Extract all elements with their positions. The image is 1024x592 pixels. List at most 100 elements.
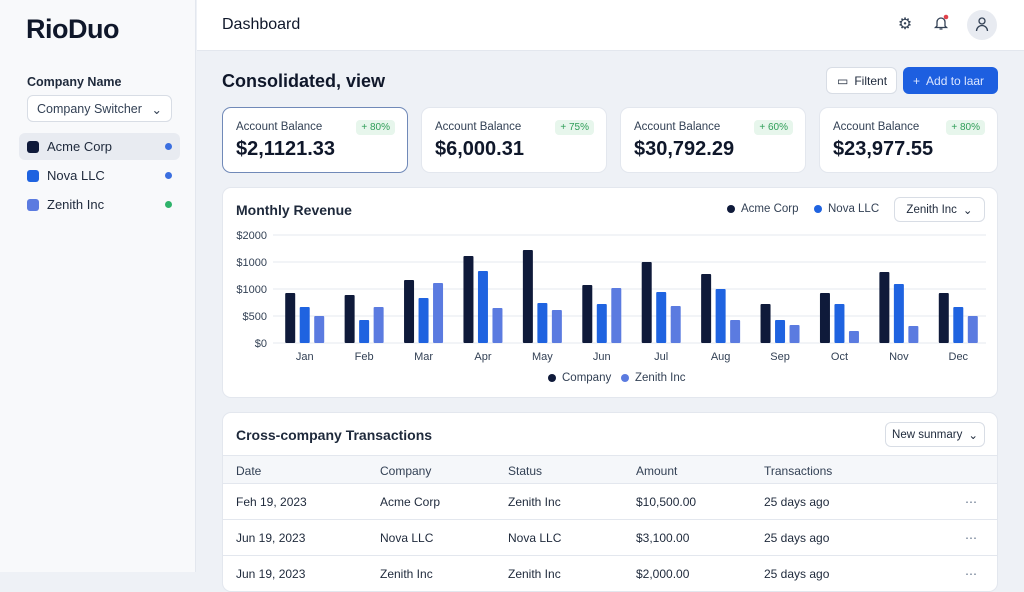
logo: RioDuo — [26, 14, 119, 44]
status-dot-icon — [165, 143, 172, 150]
summary-select[interactable]: New sunmary ⌄ — [885, 422, 985, 447]
sidebar-item-company[interactable]: Acme Corp — [19, 133, 180, 160]
table-cell: 25 days ago — [764, 531, 830, 545]
user-avatar[interactable] — [967, 10, 997, 40]
bar — [492, 308, 503, 343]
bar — [537, 302, 548, 343]
bar — [938, 292, 949, 343]
kpi-value: $23,977.55 — [833, 138, 934, 160]
kpi-card[interactable]: Account Balance + 75% $6,000.31 — [421, 107, 607, 173]
table-cell: Jun 19, 2023 — [236, 567, 306, 581]
bar — [596, 304, 607, 343]
column-header[interactable]: Status — [508, 464, 543, 478]
bar — [314, 316, 325, 343]
company-color-icon — [27, 140, 39, 153]
revenue-chart: $0 $500 $1000 $1000 $2000 Jan Feb Mar Apr May Jun J… — [236, 230, 986, 363]
table-cell: Zenith Inc — [508, 495, 561, 509]
bar — [730, 319, 741, 343]
legend-bottom-zenith: Zenith Inc — [621, 372, 686, 384]
table-cell: 25 days ago — [764, 567, 830, 581]
bar — [641, 262, 652, 343]
company-switcher-value: Company Switcher — [37, 102, 142, 116]
add-label: Add to laar — [926, 73, 985, 88]
kpi-value: $30,792.29 — [634, 138, 735, 160]
x-tick-label: Dec — [949, 351, 969, 363]
add-button[interactable]: + Add to laar — [903, 67, 998, 94]
bar — [285, 292, 296, 343]
transactions-card: Cross-company Transactions New sunmary ⌄ … — [222, 412, 998, 592]
kpi-card[interactable]: Account Balance + 80% $2,1121.33 — [222, 107, 408, 173]
bar — [775, 319, 786, 343]
column-header[interactable]: Amount — [636, 464, 678, 478]
filter-label: Filtent — [854, 73, 888, 88]
legend-top-acme: Acme Corp — [727, 203, 799, 215]
bar — [582, 285, 593, 343]
legend-top-nova: Nova LLC — [814, 203, 879, 215]
more-actions-icon[interactable]: ⋯ — [965, 567, 977, 581]
column-header[interactable]: Company — [380, 464, 432, 478]
column-header[interactable]: Transactions — [764, 464, 833, 478]
bar — [908, 325, 919, 343]
table-cell: Acme Corp — [380, 495, 441, 509]
x-tick-label: Jun — [593, 351, 611, 363]
company-name: Acme Corp — [47, 139, 113, 154]
bar — [656, 292, 667, 343]
bar — [522, 250, 533, 343]
y-tick-label: $500 — [243, 311, 267, 323]
x-tick-label: Jan — [296, 351, 314, 363]
company-filter-select[interactable]: Zenith Inc ⌄ — [894, 197, 985, 222]
bell-icon[interactable] — [930, 14, 952, 36]
x-tick-label: May — [532, 351, 553, 363]
more-actions-icon[interactable]: ⋯ — [965, 531, 977, 545]
table-cell: Zenith Inc — [508, 567, 561, 581]
table-cell: Zenith Inc — [380, 567, 433, 581]
bar — [879, 271, 890, 343]
kpi-label: Account Balance — [833, 121, 920, 133]
table-cell: Feh 19, 2023 — [236, 495, 307, 509]
sidebar-item-company[interactable]: Nova LLC — [19, 162, 180, 189]
sidebar-item-company[interactable]: Zenith Inc — [19, 191, 180, 218]
bar — [670, 306, 681, 343]
bar — [967, 316, 978, 343]
transactions-title: Cross-company Transactions — [236, 427, 433, 443]
company-name-label: Company Name — [27, 75, 122, 89]
bar — [953, 306, 964, 343]
y-tick-label: $1000 — [236, 284, 267, 296]
chevron-down-icon: ⌄ — [962, 204, 973, 217]
gear-icon[interactable]: ⚙ — [897, 16, 913, 33]
bar — [611, 287, 622, 343]
filter-button[interactable]: ▭ Filtent — [826, 67, 897, 94]
more-actions-icon[interactable]: ⋯ — [965, 495, 977, 509]
kpi-badge: + 80% — [946, 120, 985, 135]
company-color-icon — [27, 198, 39, 211]
kpi-card[interactable]: Account Balance + 80% $23,977.55 — [819, 107, 998, 173]
bar — [373, 306, 384, 343]
y-tick-label: $2000 — [236, 230, 267, 242]
company-name: Zenith Inc — [47, 197, 105, 212]
x-tick-label: Sep — [770, 351, 790, 363]
company-switcher[interactable]: Company Switcher ⌄ — [27, 95, 172, 122]
table-row[interactable]: Feh 19, 2023 Acme Corp Zenith Inc $10,500.0… — [223, 484, 997, 520]
bar — [344, 294, 355, 343]
sidebar: RioDuo Company Name Company Switcher ⌄ Ac… — [0, 0, 196, 572]
company-color-icon — [27, 169, 39, 182]
table-cell: $3,100.00 — [636, 531, 690, 545]
x-tick-label: Nov — [889, 351, 909, 363]
table-cell: Nova LLC — [380, 531, 434, 545]
kpi-card[interactable]: Account Balance + 60% $30,792.29 — [620, 107, 806, 173]
kpi-label: Account Balance — [634, 121, 721, 133]
table-row[interactable]: Jun 19, 2023 Zenith Inc Zenith Inc $2,000.0… — [223, 556, 997, 591]
bar — [477, 271, 488, 343]
bar — [551, 310, 562, 343]
status-dot-icon — [165, 172, 172, 179]
x-tick-label: Mar — [414, 351, 433, 363]
bar — [299, 306, 310, 343]
top-header: Dashboard ⚙ — [197, 0, 1024, 51]
kpi-value: $2,1121.33 — [236, 138, 335, 160]
table-row[interactable]: Jun 19, 2023 Nova LLC Nova LLC $3,100.00 25 … — [223, 520, 997, 556]
column-header[interactable]: Date — [236, 464, 262, 478]
bar — [701, 273, 712, 343]
chevron-down-icon: ⌄ — [968, 429, 978, 442]
bar — [404, 279, 415, 343]
x-tick-label: Feb — [355, 351, 374, 363]
